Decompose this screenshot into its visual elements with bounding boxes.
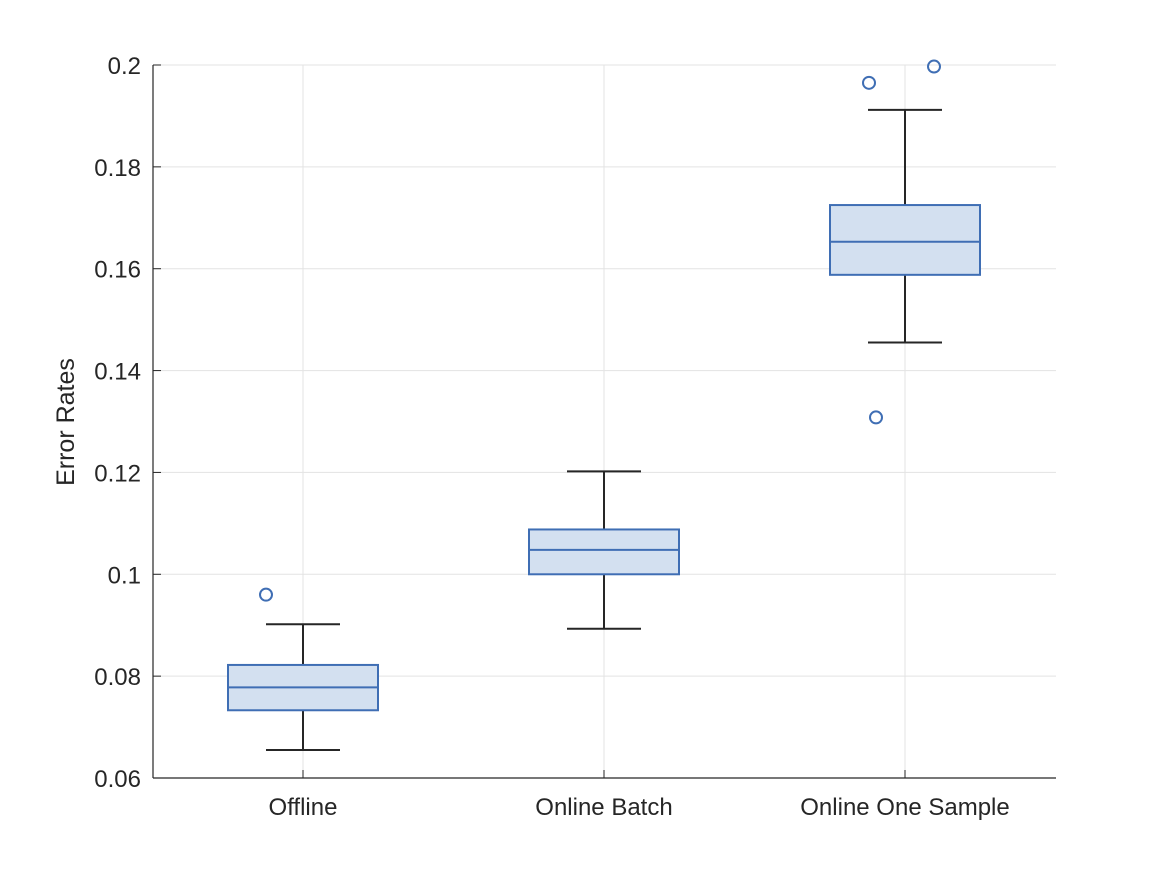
x-tick-label: Online Batch	[535, 794, 672, 821]
y-tick-label: 0.18	[94, 155, 141, 182]
y-tick-label: 0.1	[108, 562, 141, 589]
y-tick-label: 0.16	[94, 257, 141, 284]
box-group	[227, 587, 379, 751]
y-tick-label: 0.14	[94, 359, 141, 386]
y-tick-label: 0.08	[94, 664, 141, 691]
y-tick-label: 0.06	[94, 766, 141, 793]
outlier-point	[869, 410, 883, 425]
x-tick-label: Offline	[269, 794, 338, 821]
outlier-point	[259, 587, 273, 602]
outlier-point	[862, 75, 876, 90]
y-tick-label: 0.12	[94, 460, 141, 487]
y-axis-label: Error Rates	[52, 358, 80, 486]
box-layer	[227, 59, 981, 751]
box-group	[528, 470, 680, 630]
box-group	[829, 59, 981, 425]
x-tick-label: Online One Sample	[800, 794, 1009, 821]
axis-layer: 0.06 0.08 0.1 0.12 0.14 0.16 0.18 0.2 Offline Onl…	[94, 53, 1056, 821]
y-tick-label: 0.2	[108, 53, 141, 80]
outlier-point	[927, 59, 941, 74]
iqr-box	[829, 204, 981, 276]
iqr-box	[528, 528, 680, 576]
